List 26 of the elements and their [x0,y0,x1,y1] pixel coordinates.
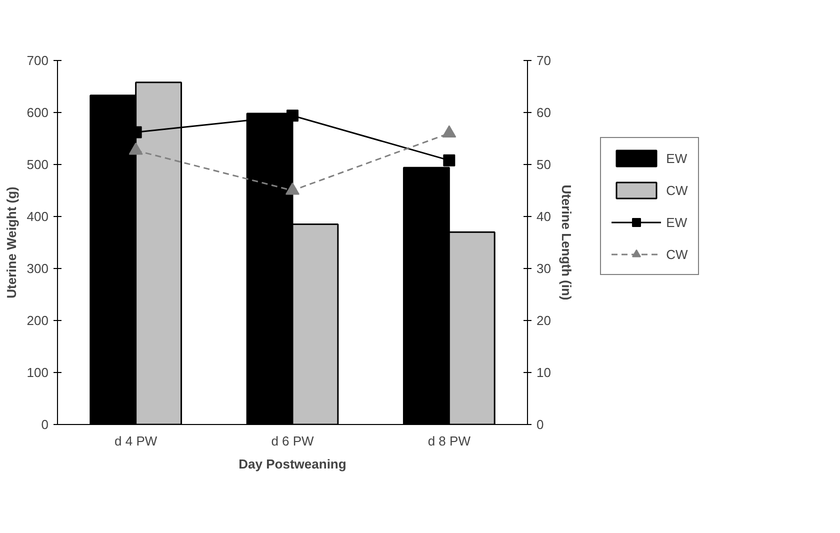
y2-tick-label: 0 [536,417,544,432]
y2-tick-label: 10 [536,365,551,380]
y-tick-label: 200 [26,313,49,328]
y-tick-label: 400 [26,209,49,224]
y-tick-label: 0 [41,417,49,432]
y-axis-title: Uterine Weight (g) [4,186,19,298]
y-tick-label: 100 [26,365,49,380]
y2-tick-label: 70 [536,53,551,68]
legend-label: CW [666,182,688,198]
y2-tick-label: 20 [536,313,551,328]
y2-tick-label: 30 [536,261,551,276]
y2-tick-label: 60 [536,105,551,120]
y-tick-label: 600 [26,105,49,120]
y-tick-label: 300 [26,261,49,276]
x-axis-title: Day Postweaning [238,456,346,472]
x-tick-label: d 6 PW [271,434,315,448]
y-tick-label: 500 [26,157,49,172]
legend-label: CW [666,246,688,262]
y2-tick-label: 50 [536,157,551,172]
legend-label: EW [666,150,688,166]
y-tick-label: 700 [26,53,49,68]
y2-axis-title: Uterine Length (in) [558,184,574,300]
x-tick-label: d 4 PW [114,434,158,448]
x-tick-label: d 8 PW [428,434,472,448]
y2-tick-label: 40 [536,209,551,224]
legend-label: EW [666,214,688,230]
